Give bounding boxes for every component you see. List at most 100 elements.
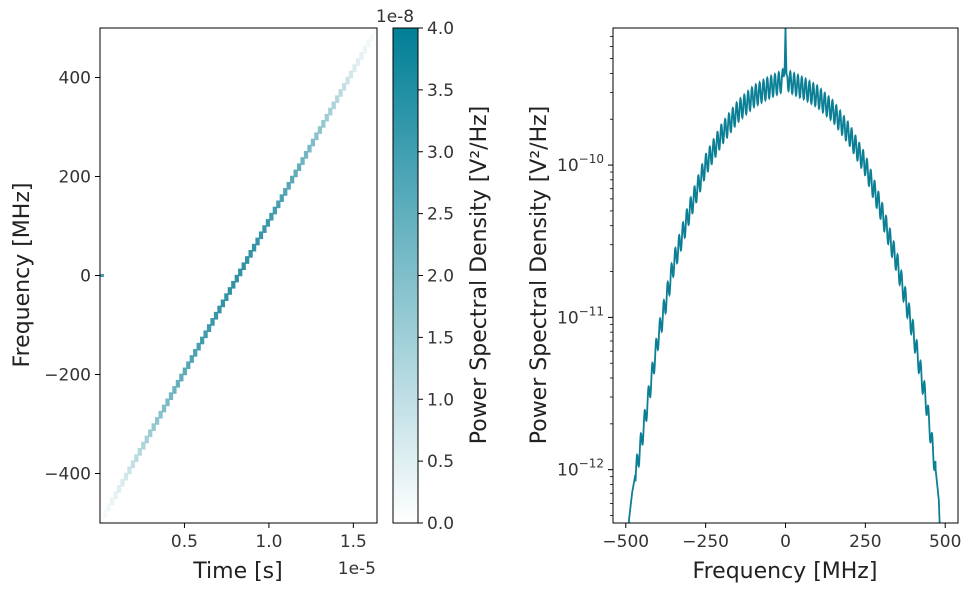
x-tick-label: 250 — [849, 532, 881, 552]
spectrogram-cell — [106, 503, 111, 512]
psd-x-label: Frequency [MHz] — [693, 559, 878, 584]
y-tick-label: 10−10 — [557, 152, 604, 176]
spectrogram-cell — [373, 27, 378, 35]
psd-plot: −500 −250 0 250 500 10−12 10−11 10−10 Frequenc… — [527, 27, 961, 584]
spectrogram-cell — [328, 107, 333, 116]
x-tick-label: 1.0 — [255, 532, 282, 552]
spectrogram-cell — [331, 101, 336, 110]
spectrogram-cell — [341, 82, 347, 91]
spectrogram-cell — [265, 219, 271, 227]
spectrogram-cell — [137, 448, 142, 456]
spectrogram-cell — [130, 460, 136, 469]
spectrogram-cell — [148, 429, 153, 438]
psd-x-ticks: −500 −250 0 250 500 — [602, 523, 961, 552]
spectrogram-cell — [238, 268, 243, 277]
y-tick-label: 10−11 — [557, 304, 604, 328]
spectrogram-cell — [245, 256, 250, 264]
colorbar: 0.0 0.5 1.0 1.5 2.0 2.5 3.0 3.5 4.0 1e-8 Power S… — [376, 7, 492, 534]
spectrogram-cell — [165, 398, 170, 407]
spectrogram-cell — [158, 410, 163, 419]
spectrogram-cell — [175, 379, 181, 388]
spectrogram-cell — [269, 212, 274, 221]
spectrogram-cell — [283, 188, 288, 196]
spectrogram-cell — [335, 95, 340, 103]
psd-line — [627, 28, 941, 523]
spectrogram-cell — [279, 194, 284, 202]
spectrogram-cell — [203, 330, 208, 339]
spectrogram-cell — [182, 367, 187, 376]
spectrogram-dc-cell — [100, 274, 104, 277]
spectrogram-cell — [366, 39, 371, 48]
spectrogram-cell — [99, 516, 104, 524]
spectrogram-cell — [345, 76, 350, 85]
psd-y-ticks: 10−12 10−11 10−10 — [557, 35, 613, 516]
spectrogram-cell — [348, 70, 354, 79]
colorbar-tick-label: 0.5 — [427, 452, 454, 472]
colorbar-tick-label: 1.0 — [427, 390, 454, 410]
colorbar-tick-label: 3.0 — [427, 143, 454, 163]
spectrogram-y-ticks: −400 −200 0 200 400 — [44, 69, 100, 485]
spectrogram-cell — [109, 497, 115, 506]
spectrogram-cell — [355, 58, 361, 66]
spectrogram-cell — [210, 318, 215, 326]
x-tick-label: 0.5 — [171, 532, 198, 552]
spectrogram-cell — [196, 342, 201, 351]
spectrogram-x-offset: 1e-5 — [338, 559, 376, 579]
spectrogram-cell — [310, 138, 316, 147]
y-tick-label: 200 — [59, 168, 91, 188]
spectrogram-y-label: Frequency [MHz] — [10, 183, 35, 368]
spectrogram-cell — [155, 417, 160, 425]
spectrogram-x-label: Time [s] — [192, 559, 282, 584]
spectrogram-cell — [189, 355, 194, 363]
spectrogram-cell — [286, 181, 291, 190]
colorbar-label: Power Spectral Density [V²/Hz] — [467, 106, 492, 445]
spectrogram-cell — [224, 293, 229, 301]
spectrogram-cell — [231, 280, 236, 289]
spectrogram-cell — [258, 231, 264, 240]
spectrogram-cell — [134, 454, 139, 462]
spectrogram-cell — [303, 151, 309, 159]
psd-series — [627, 28, 941, 523]
x-tick-label: 0 — [780, 532, 791, 552]
colorbar-tick-label: 2.5 — [427, 205, 454, 225]
y-tick-label: −200 — [44, 366, 91, 386]
spectrogram-cell — [272, 206, 277, 215]
spectrogram-cell — [172, 386, 177, 394]
colorbar-tick-label: 0.0 — [427, 514, 454, 534]
spectrogram-cell — [234, 274, 239, 283]
spectrogram-cell — [314, 132, 319, 141]
x-tick-label: −250 — [682, 532, 729, 552]
y-tick-label: −400 — [44, 465, 91, 485]
spectrogram-cell — [193, 349, 198, 357]
spectrogram-cell — [296, 163, 302, 172]
x-tick-label: −500 — [602, 532, 649, 552]
y-tick-label: 10−12 — [557, 457, 604, 481]
spectrogram-cell — [161, 404, 167, 413]
spectrogram-cell — [307, 144, 312, 153]
colorbar-tick-label: 1.5 — [427, 328, 454, 348]
spectrogram-cell — [262, 225, 267, 233]
spectrogram-cell — [116, 485, 122, 493]
spectrogram-cell — [248, 250, 253, 258]
spectrogram-cell — [200, 336, 205, 345]
spectrogram-cell — [352, 64, 357, 73]
spectrogram-cell — [338, 89, 343, 97]
colorbar-tick-label: 2.0 — [427, 267, 454, 287]
spectrogram-cell — [359, 52, 364, 60]
spectrogram-cell — [227, 287, 232, 295]
spectrogram-cell — [293, 169, 298, 178]
colorbar-gradient — [393, 28, 418, 523]
psd-frame — [612, 27, 959, 524]
spectrogram-cell — [103, 509, 108, 518]
spectrogram-cell — [324, 113, 329, 122]
spectrogram-cell — [321, 120, 326, 128]
spectrogram-x-ticks: 0.5 1.0 1.5 — [171, 523, 367, 552]
spectrogram-cell — [276, 200, 281, 209]
colorbar-tick-label: 3.5 — [427, 81, 454, 101]
spectrogram-cell — [141, 441, 146, 450]
colorbar-offset-label: 1e-8 — [376, 7, 414, 27]
spectrogram-cell — [217, 305, 222, 314]
spectrogram-cell — [213, 311, 219, 320]
spectrogram-cell — [362, 45, 368, 54]
